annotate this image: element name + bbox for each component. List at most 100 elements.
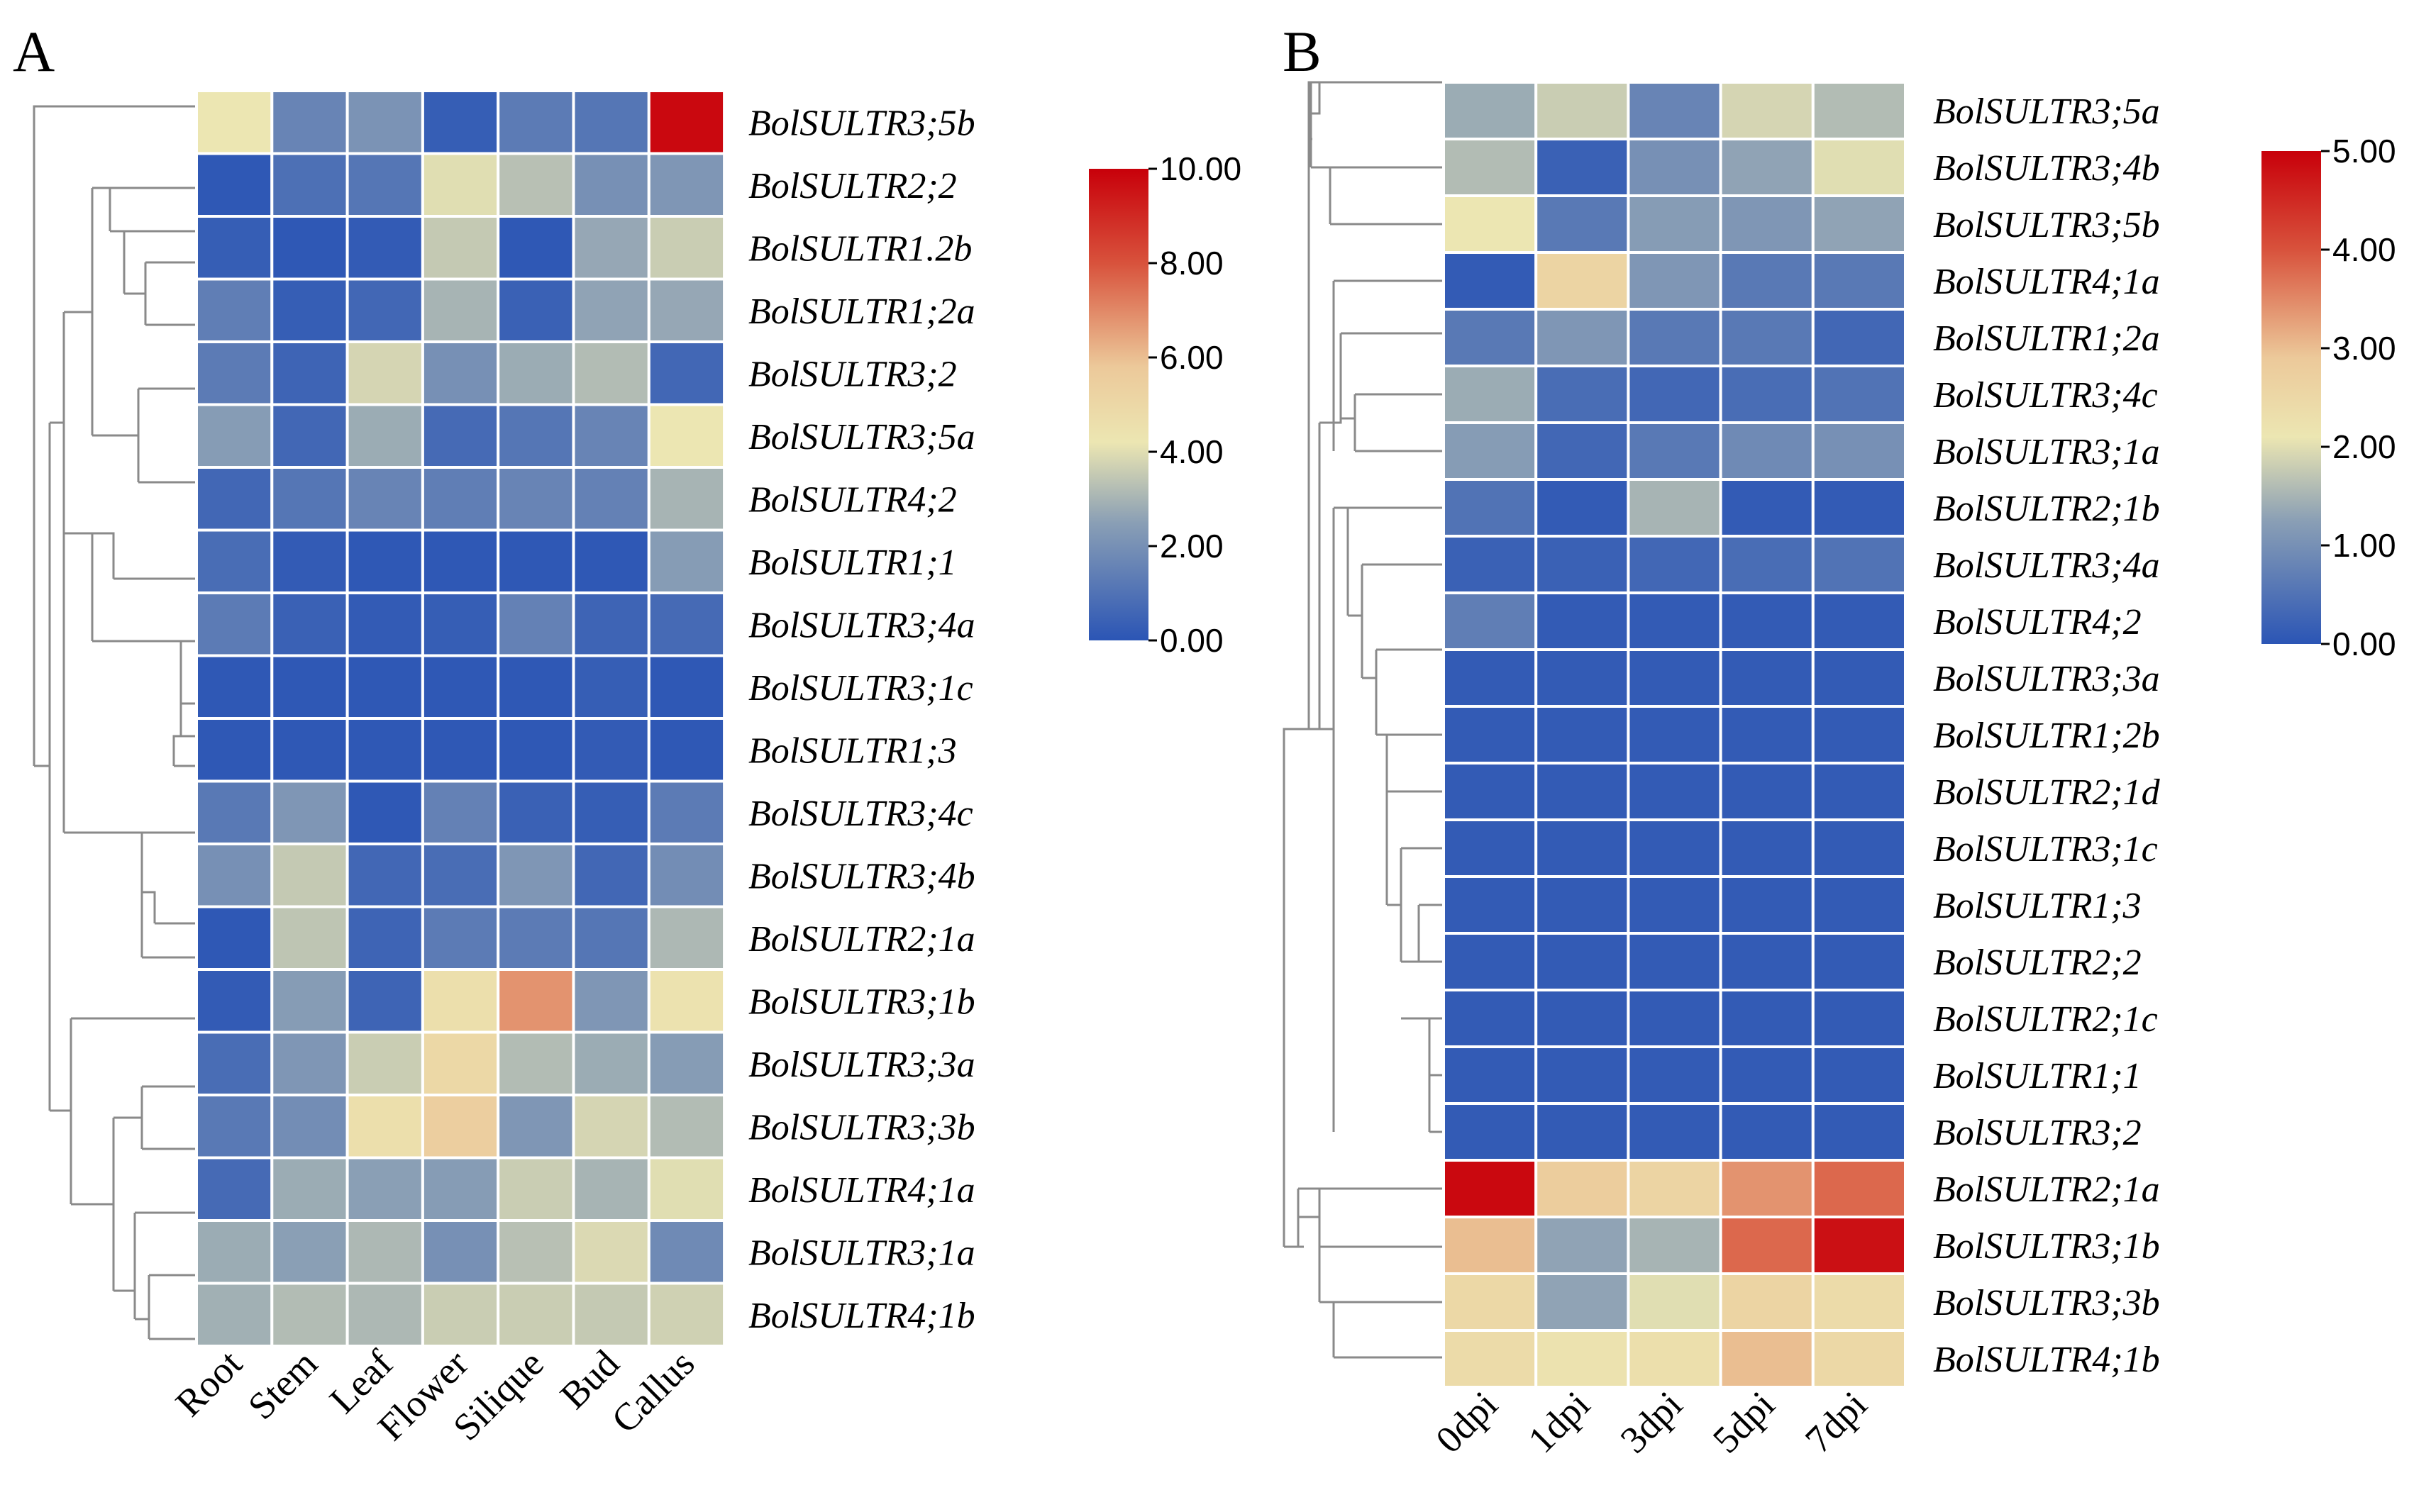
heatmap-cell [1627, 648, 1722, 708]
heatmap-cell [421, 466, 500, 532]
heatmap-cell [195, 403, 274, 469]
heatmap-cell [195, 277, 274, 343]
heatmap-cell [1719, 875, 1815, 935]
heatmap-cell [345, 152, 424, 218]
heatmap-cell [1534, 1216, 1630, 1275]
heatmap-cell [1627, 591, 1722, 651]
colorbar-tick-label: 2.00 [1160, 528, 1224, 565]
heatmap-cell [1534, 81, 1630, 140]
heatmap-cell [1627, 1216, 1722, 1275]
heatmap-cell [195, 340, 274, 406]
heatmap-cell [1719, 365, 1815, 424]
heatmap-cell [345, 528, 424, 594]
heatmap-cell [1534, 138, 1630, 197]
heatmap-cell [572, 1219, 650, 1285]
heatmap-cell [345, 968, 424, 1034]
heatmap-cell [1627, 705, 1722, 765]
heatmap-cell [1442, 1159, 1538, 1218]
heatmap-cell [195, 466, 274, 532]
gene-label: BolSULTR3;4b [1933, 148, 2160, 189]
gene-label: BolSULTR3;1c [748, 668, 973, 708]
heatmap-cell [1534, 1102, 1630, 1162]
heatmap-cell [195, 1156, 274, 1222]
heatmap-cell [1442, 535, 1538, 594]
heatmap-cell [1719, 535, 1815, 594]
colorbar-tick-label: 8.00 [1160, 245, 1224, 282]
heatmap-cell [647, 340, 726, 406]
heatmap-cell [345, 1219, 424, 1285]
heatmap-cell [572, 968, 650, 1034]
heatmap-cell [1534, 308, 1630, 367]
heatmap-cell [497, 905, 575, 971]
heatmap-cell [345, 905, 424, 971]
gene-label: BolSULTR3;4c [1933, 375, 2158, 416]
heatmap-cell [647, 905, 726, 971]
heatmap-cell [195, 779, 274, 845]
heatmap-cell [270, 1030, 349, 1096]
heatmap-cell [195, 1094, 274, 1160]
dendrogram-a [33, 105, 195, 1340]
column-labels-b: 0dpi 1dpi 3dpi 5dpi 7dpi [1427, 1383, 1875, 1461]
heatmap-cell [270, 89, 349, 155]
heatmap-cell [1442, 1045, 1538, 1105]
heatmap-cell [1534, 705, 1630, 765]
gene-label: BolSULTR3;2 [1933, 1113, 2142, 1153]
heatmap-cell [497, 403, 575, 469]
colorbar-tick-label: 3.00 [2332, 330, 2396, 367]
heatmap-cell [345, 1282, 424, 1347]
heatmap-cell [345, 1030, 424, 1096]
heatmap-cell [270, 968, 349, 1034]
heatmap-cell [345, 1156, 424, 1222]
heatmap-cell [1627, 478, 1722, 538]
heatmap-cell [497, 968, 575, 1034]
heatmap-cell [1627, 535, 1722, 594]
gene-label: BolSULTR4;2 [748, 479, 957, 520]
heatmap-cell [1811, 762, 1908, 821]
heatmap-cell [497, 152, 575, 218]
heatmap-cell [421, 152, 500, 218]
heatmap-cell [345, 89, 424, 155]
heatmap-cell [647, 528, 726, 594]
heatmap-cell [647, 1282, 726, 1347]
gene-label: BolSULTR3;1a [748, 1233, 975, 1273]
heatmap-cell [195, 968, 274, 1034]
heatmap-cell [1627, 365, 1722, 424]
heatmap-cell [270, 905, 349, 971]
gene-label: BolSULTR3;1b [748, 982, 975, 1022]
heatmap-cell [1442, 762, 1538, 821]
heatmap-b [1442, 81, 1908, 1389]
heatmap-cell [647, 1094, 726, 1160]
heatmap-cell [572, 654, 650, 720]
heatmap-cell [1442, 705, 1538, 765]
heatmap-cell [647, 779, 726, 845]
heatmap-cell [647, 717, 726, 783]
heatmap-cell [195, 591, 274, 657]
heatmap-cell [1811, 1216, 1908, 1275]
heatmap-cell [572, 1282, 650, 1347]
heatmap-cell [345, 779, 424, 845]
column-label: 5dpi [1705, 1383, 1783, 1461]
heatmap-cell [647, 591, 726, 657]
heatmap-cell [497, 779, 575, 845]
heatmap-cell [1719, 932, 1815, 991]
heatmap-cell [421, 340, 500, 406]
heatmap-cell [572, 403, 650, 469]
heatmap-a [195, 89, 726, 1347]
gene-label: BolSULTR2;2 [748, 166, 957, 206]
heatmap-cell [1719, 989, 1815, 1048]
colorbar-tick-label: 2.00 [2332, 428, 2396, 465]
heatmap-cell [1719, 1159, 1815, 1218]
heatmap-cell [345, 215, 424, 281]
panel-label-b: B [1283, 19, 1322, 84]
gene-label: BolSULTR2;1b [1933, 489, 2160, 529]
heatmap-cell [1534, 1045, 1630, 1105]
heatmap-cell [1811, 875, 1908, 935]
colorbar-a: 10.00 8.00 6.00 4.00 2.00 0.00 [1089, 150, 1241, 659]
heatmap-cell [497, 717, 575, 783]
gene-label: BolSULTR2;1d [1933, 772, 2161, 813]
heatmap-cell [1719, 1045, 1815, 1105]
heatmap-cell [195, 654, 274, 720]
heatmap-cell [1442, 251, 1538, 311]
gene-label: BolSULTR1.2b [748, 228, 972, 269]
